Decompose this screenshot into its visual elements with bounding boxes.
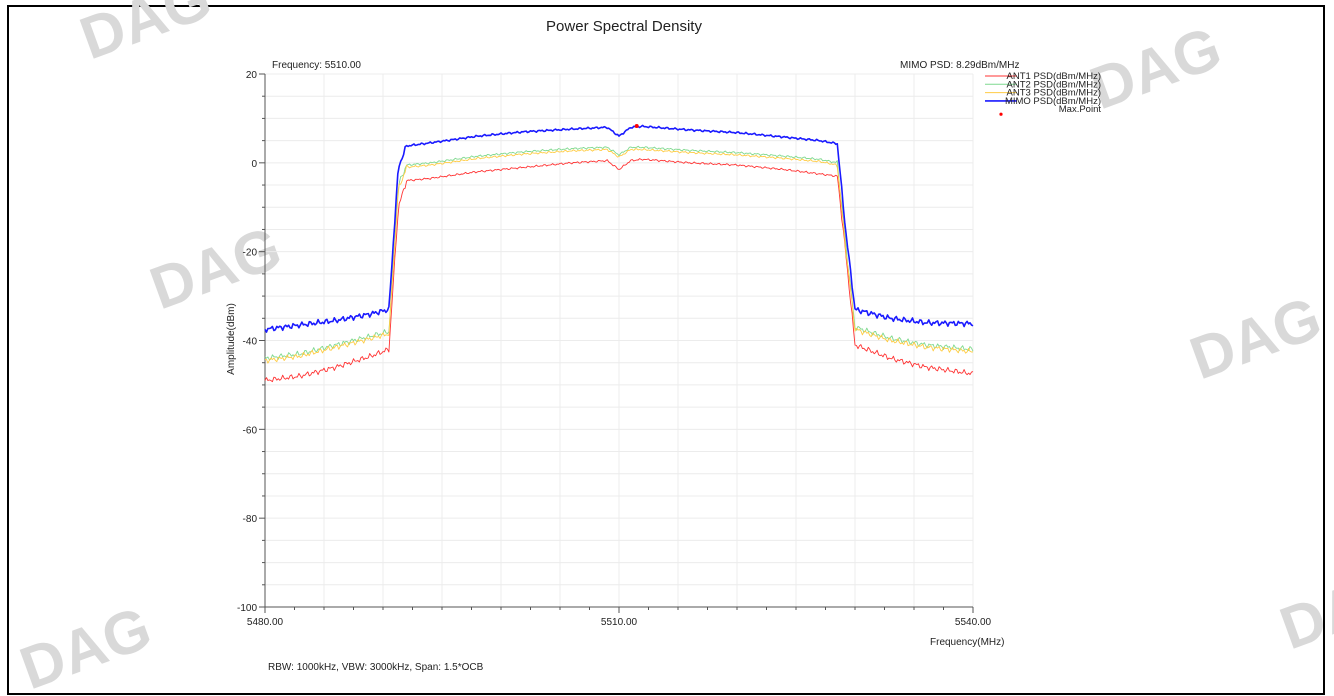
x-tick-label: 5480.00 bbox=[247, 617, 284, 628]
y-tick-label: 0 bbox=[251, 159, 257, 170]
legend-entry: MIMO PSD(dBm/MHz) bbox=[1005, 96, 1101, 107]
max-point-marker bbox=[634, 124, 639, 129]
series-line-3 bbox=[265, 148, 974, 364]
chart-frame bbox=[7, 5, 1325, 695]
x-axis-label: Frequency(MHz) bbox=[930, 637, 1004, 648]
y-tick-label: -20 bbox=[243, 248, 258, 259]
watermark-text: DAG bbox=[72, 0, 220, 72]
grid bbox=[264, 73, 974, 608]
legend: ANT1 PSD(dBm/MHz)ANT2 PSD(dBm/MHz)ANT3 P… bbox=[985, 71, 1101, 116]
watermark-text: DAG bbox=[1182, 284, 1330, 393]
y-tick-label: -40 bbox=[243, 337, 258, 348]
x-tick-label: 5510.00 bbox=[601, 617, 638, 628]
axes: 20 0 -20 -40 -60 -80 -100 5480.00 5510.00 5540.00 bbox=[237, 70, 992, 628]
series-line-4 bbox=[264, 124, 974, 333]
legend-entry: ANT3 PSD(dBm/MHz) bbox=[1007, 88, 1101, 99]
series-layer bbox=[264, 124, 974, 383]
footer-annotation: RBW: 1000kHz, VBW: 3000kHz, Span: 1.5*OC… bbox=[268, 662, 484, 673]
legend-marker bbox=[999, 112, 1003, 116]
legend-entry: ANT2 PSD(dBm/MHz) bbox=[1007, 79, 1101, 90]
chart-title: Power Spectral Density bbox=[546, 18, 702, 35]
y-tick-label: -80 bbox=[243, 514, 258, 525]
watermark-text: DAG bbox=[1082, 14, 1230, 123]
watermark-text: DAG bbox=[1272, 554, 1334, 663]
watermark-text: DAG bbox=[12, 594, 160, 696]
frequency-annotation: Frequency: 5510.00 bbox=[272, 60, 361, 71]
y-axis-label: Amplitude(dBm) bbox=[226, 303, 237, 375]
series-line-1 bbox=[264, 158, 974, 383]
y-tick-label: 20 bbox=[246, 70, 258, 81]
y-tick-label: -60 bbox=[243, 425, 258, 436]
y-tick-label: -100 bbox=[237, 603, 257, 614]
x-tick-label: 5540.00 bbox=[955, 617, 992, 628]
legend-entry: ANT1 PSD(dBm/MHz) bbox=[1007, 71, 1101, 82]
mimo-psd-annotation: MIMO PSD: 8.29dBm/MHz bbox=[900, 60, 1019, 71]
legend-entry: Max.Point bbox=[1059, 104, 1102, 115]
